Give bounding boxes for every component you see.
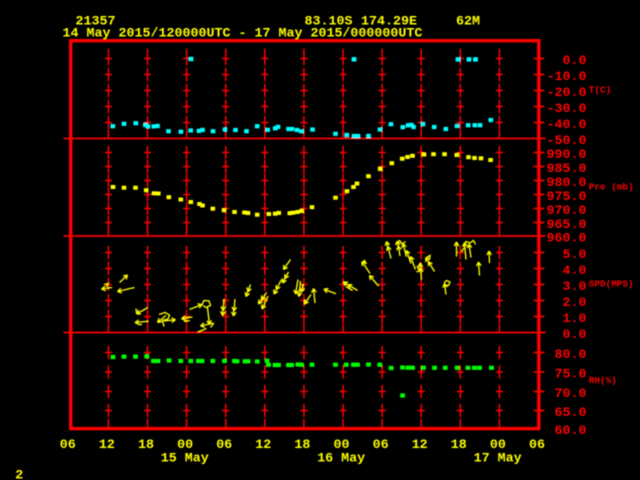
svg-text:960.0: 960.0 [547,232,587,247]
svg-text:-30.0: -30.0 [547,102,587,117]
svg-text:985.0: 985.0 [547,162,587,177]
svg-text:15 May: 15 May [161,451,209,466]
svg-text:5.0: 5.0 [563,248,587,263]
svg-text:14 May 2015/120000UTC - 17 May: 14 May 2015/120000UTC - 17 May 2015/0000… [63,26,423,41]
svg-text:21357: 21357 [76,14,116,29]
svg-text:2.0: 2.0 [563,296,587,311]
svg-text:06: 06 [60,438,76,453]
svg-text:83.10S: 83.10S [305,14,353,29]
svg-text:18: 18 [294,438,310,453]
svg-text:Pre (mb): Pre (mb) [589,181,634,192]
svg-text:975.0: 975.0 [547,190,587,205]
svg-text:12: 12 [255,438,271,453]
svg-text:00: 00 [490,438,506,453]
svg-text:17 May: 17 May [474,451,522,466]
svg-text:75.0: 75.0 [555,368,587,383]
svg-text:RH(%): RH(%) [589,375,617,386]
svg-text:990.0: 990.0 [547,148,587,163]
svg-text:T(C): T(C) [589,85,611,96]
svg-text:12: 12 [99,438,115,453]
svg-text:62M: 62M [456,14,480,29]
svg-text:-50.0: -50.0 [547,134,587,149]
svg-text:965.0: 965.0 [547,218,587,233]
svg-text:2: 2 [15,468,23,480]
svg-text:1.0: 1.0 [563,312,587,327]
svg-text:0.0: 0.0 [563,54,587,69]
svg-text:-20.0: -20.0 [547,86,587,101]
svg-text:00: 00 [177,438,193,453]
svg-text:06: 06 [373,438,389,453]
svg-text:980.0: 980.0 [547,176,587,191]
svg-text:06: 06 [529,438,545,453]
svg-text:174.29E: 174.29E [361,14,417,29]
svg-text:16 May: 16 May [317,451,365,466]
svg-text:4.0: 4.0 [563,264,587,279]
svg-text:18: 18 [451,438,467,453]
svg-text:970.0: 970.0 [547,204,587,219]
svg-text:3.0: 3.0 [563,280,587,295]
svg-text:60.0: 60.0 [555,424,587,439]
svg-text:65.0: 65.0 [555,406,587,421]
svg-text:SPD(MPS): SPD(MPS) [589,278,634,289]
svg-text:18: 18 [138,438,154,453]
svg-text:06: 06 [216,438,232,453]
svg-text:00: 00 [334,438,350,453]
svg-text:12: 12 [412,438,428,453]
svg-text:70.0: 70.0 [555,387,587,402]
svg-text:80.0: 80.0 [555,348,587,363]
svg-text:-40.0: -40.0 [547,118,587,133]
svg-text:-10.0: -10.0 [547,70,587,85]
svg-text:0.0: 0.0 [563,328,587,343]
